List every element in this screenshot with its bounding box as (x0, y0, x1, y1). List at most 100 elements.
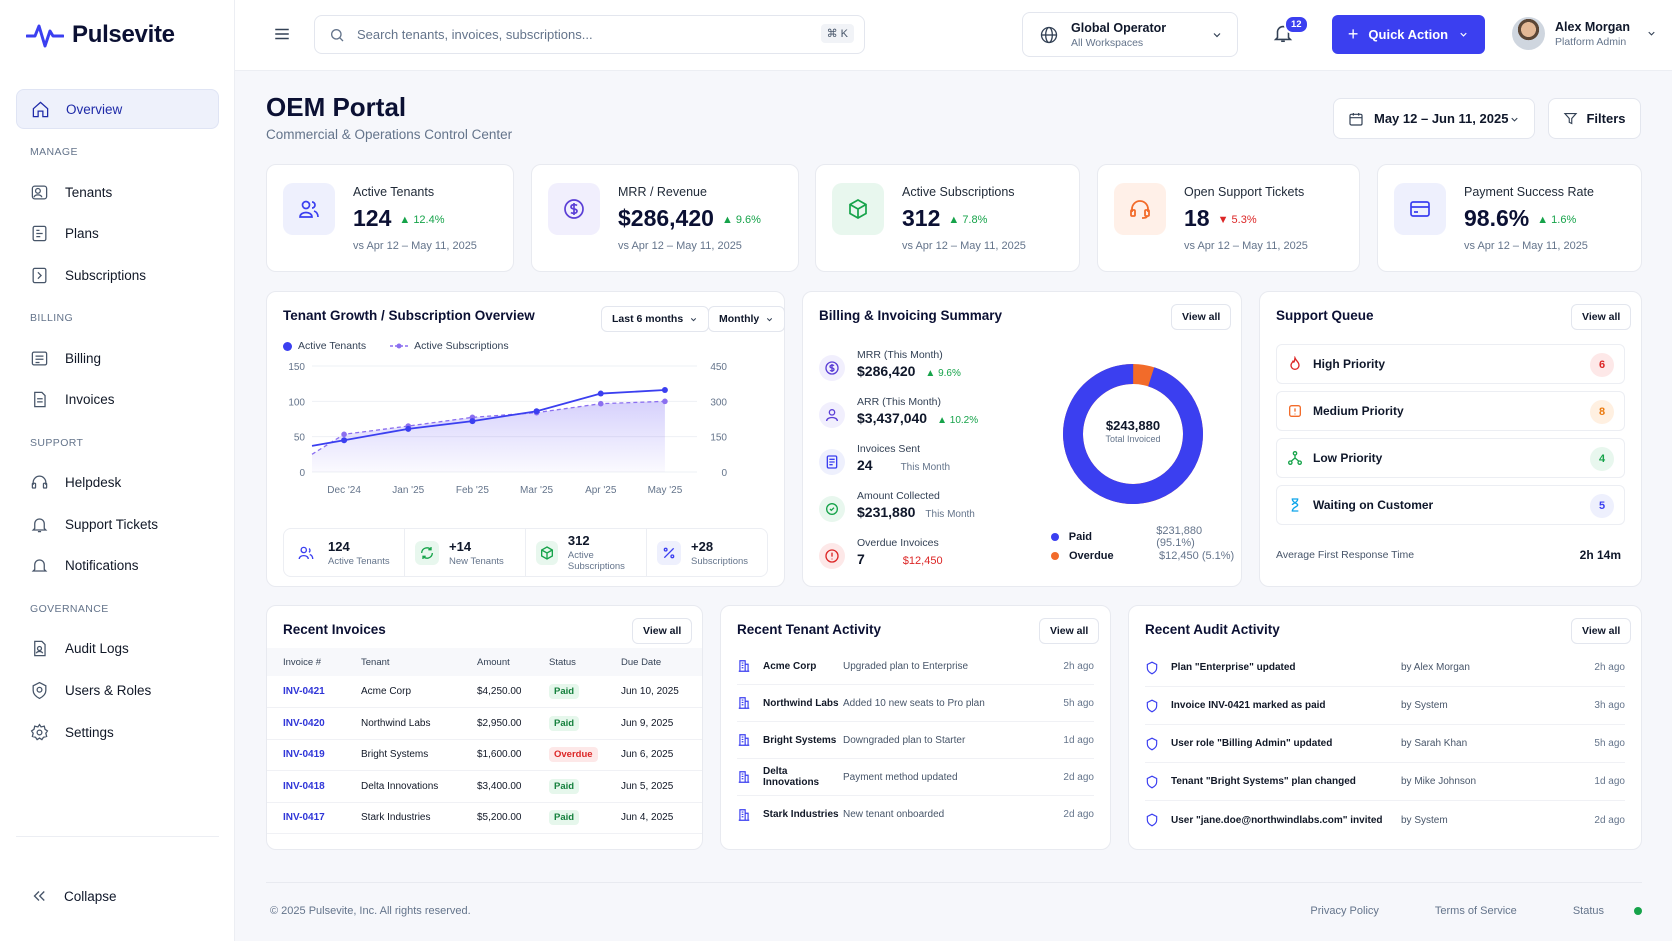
quick-action-button[interactable]: + Quick Action (1332, 15, 1485, 54)
list-item[interactable]: Plan "Enterprise" updated by Alex Morgan… (1145, 649, 1625, 687)
list-item[interactable]: Delta Innovations Payment method updated… (737, 759, 1094, 796)
notifications-button[interactable]: 12 (1272, 15, 1309, 47)
audit-view-all-button[interactable]: View all (1571, 618, 1632, 644)
activity-desc: New tenant onboarded (843, 809, 945, 820)
donut-center: $243,880 Total Invoiced (1061, 418, 1205, 444)
status-link[interactable]: Status (1573, 905, 1642, 917)
table-row[interactable]: INV-0419 Bright Systems $1,600.00 Overdue Ju… (267, 739, 702, 771)
kpi-active-tenants[interactable]: Active Tenants 124 ▲ 12.4% vs Apr 12 – Ma… (266, 164, 514, 272)
filters-button[interactable]: Filters (1548, 98, 1641, 139)
sidebar-item-label: Subscriptions (65, 267, 147, 283)
sidebar-item-notifications[interactable]: Notifications (16, 546, 219, 586)
kpi-value: 98.6% ▲ 1.6% (1464, 205, 1577, 231)
list-item[interactable]: User "jane.doe@northwindlabs.com" invite… (1145, 801, 1625, 839)
sidebar-item-support-tickets[interactable]: Support Tickets (16, 504, 219, 544)
area-subscriptions (312, 401, 665, 472)
invoice-link[interactable]: INV-0418 (267, 770, 345, 803)
kpi-label: Active Tenants (353, 185, 435, 199)
sidebar-item-settings[interactable]: Settings (16, 712, 219, 752)
point-tenants (661, 387, 668, 394)
sidebar-item-users-roles[interactable]: Users & Roles (16, 671, 219, 711)
stat-label: Active Tenants (328, 555, 390, 567)
list-item[interactable]: Stark Industries New tenant onboarded 2d… (737, 796, 1094, 833)
footer: © 2025 Pulsevite, Inc. All rights reserv… (266, 882, 1642, 922)
invoice-link[interactable]: INV-0421 (267, 676, 345, 708)
interval-dropdown[interactable]: Monthly (708, 306, 786, 332)
table-row[interactable]: INV-0420 Northwind Labs $2,950.00 Paid Jun 9… (267, 707, 702, 740)
invoice-link[interactable]: INV-0417 (267, 802, 345, 834)
sidebar-item-overview[interactable]: Overview (16, 89, 219, 129)
collapse-button[interactable]: Collapse (30, 887, 117, 905)
user-menu[interactable]: Alex Morgan Platform Admin (1512, 17, 1657, 50)
logo[interactable]: Pulsevite (26, 20, 175, 50)
activity-time: 2d ago (1063, 771, 1094, 783)
audit-by: by Mike Johnson (1401, 776, 1477, 787)
workspace-selector[interactable]: Global Operator All Workspaces (1022, 12, 1238, 57)
sidebar-item-subscriptions[interactable]: Subscriptions (16, 255, 219, 295)
table-row[interactable]: INV-0421 Acme Corp $4,250.00 Paid Jun 10, 20… (267, 676, 702, 708)
sidebar-item-label: Support Tickets (65, 516, 159, 532)
invoice-link[interactable]: INV-0419 (267, 739, 345, 771)
stat-value: +14 (449, 538, 472, 554)
section-governance: GOVERNANCE (30, 602, 109, 615)
sidebar-item-billing[interactable]: Billing (16, 338, 219, 378)
y-tick-left: 100 (288, 397, 305, 408)
col-tenant: Tenant (345, 648, 461, 676)
billing-label: MRR (This Month) (857, 349, 943, 361)
billing-view-all-button[interactable]: View all (1171, 304, 1232, 330)
kpi-mrr-revenue[interactable]: MRR / Revenue $286,420 ▲ 9.6% vs Apr 12 –… (531, 164, 799, 272)
shield-icon (1146, 775, 1158, 788)
sidebar-item-invoices[interactable]: Invoices (16, 380, 219, 420)
legend-paid: Paid $231,880 (95.1%) (1051, 525, 1241, 549)
chevron-down-icon (1511, 117, 1518, 122)
y-tick-right: 300 (710, 397, 727, 408)
privacy-link[interactable]: Privacy Policy (1310, 905, 1379, 917)
queue-row-waiting[interactable]: Waiting on Customer 5 (1276, 485, 1625, 525)
sidebar-item-audit-logs[interactable]: Audit Logs (16, 629, 219, 669)
kpi-open-support-tickets[interactable]: Open Support Tickets 18 ▼ 5.3% vs Apr 12 … (1097, 164, 1360, 272)
terms-link[interactable]: Terms of Service (1434, 905, 1517, 917)
sidebar-item-helpdesk[interactable]: Helpdesk (16, 463, 219, 503)
menu-toggle-button[interactable] (273, 25, 291, 46)
table-row[interactable]: INV-0417 Stark Industries $5,200.00 Paid Jun… (267, 802, 702, 834)
kpi-active-subscriptions[interactable]: Active Subscriptions 312 ▲ 7.8% vs Apr 12… (815, 164, 1080, 272)
search-input[interactable]: Search tenants, invoices, subscriptions.… (314, 15, 865, 54)
growth-chart: 150 100 50 0 450 300 150 0 Dec '24 Jan '25 Feb '25… (288, 362, 727, 496)
building-icon (738, 771, 750, 783)
support-view-all-button[interactable]: View all (1571, 304, 1632, 330)
invoice-status: Paid (533, 676, 605, 708)
billing-label: Invoices Sent (857, 443, 921, 455)
list-item[interactable]: User role "Billing Admin" updated by Sar… (1145, 725, 1625, 763)
invoices-view-all-button[interactable]: View all (632, 618, 693, 644)
status-indicator (1634, 907, 1642, 915)
invoice-link[interactable]: INV-0420 (267, 707, 345, 740)
stat-value: 124 (328, 538, 350, 554)
list-item[interactable]: Bright Systems Downgraded plan to Starte… (737, 722, 1094, 759)
invoice-due-date: Jun 4, 2025 (605, 802, 702, 834)
status-badge: Paid (549, 715, 580, 731)
billing-row-overdue: Overdue Invoices 7 $12,450 (819, 537, 943, 569)
queue-row-high[interactable]: High Priority 6 (1276, 344, 1625, 384)
kpi-payment-success-rate[interactable]: Payment Success Rate 98.6% ▲ 1.6% vs Apr … (1377, 164, 1642, 272)
table-row[interactable]: INV-0418 Delta Innovations $3,400.00 Paid Ju… (267, 770, 702, 803)
page-subtitle: Commercial & Operations Control Center (266, 127, 513, 142)
queue-row-medium[interactable]: Medium Priority 8 (1276, 391, 1625, 431)
legend-swatch-overdue (1051, 552, 1059, 560)
card-title: Billing & Invoicing Summary (819, 308, 1003, 323)
y-tick-right: 450 (710, 362, 727, 373)
sidebar-item-tenants[interactable]: Tenants (16, 172, 219, 212)
list-item[interactable]: Invoice INV-0421 marked as paid by Syste… (1145, 687, 1625, 725)
range-dropdown[interactable]: Last 6 months (601, 306, 710, 332)
activity-view-all-button[interactable]: View all (1039, 618, 1100, 644)
warning-icon (1289, 405, 1301, 417)
sidebar-item-label: Plans (65, 226, 99, 242)
list-item[interactable]: Northwind Labs Added 10 new seats to Pro… (737, 685, 1094, 722)
list-item[interactable]: Acme Corp Upgraded plan to Enterprise 2h… (737, 648, 1094, 685)
credit-card-icon (1394, 183, 1446, 235)
list-item[interactable]: Tenant "Bright Systems" plan changed by … (1145, 763, 1625, 801)
date-range-picker[interactable]: May 12 – Jun 11, 2025 (1333, 98, 1535, 139)
sidebar-divider (16, 836, 219, 837)
sidebar-item-plans[interactable]: Plans (16, 214, 219, 254)
queue-row-low[interactable]: Low Priority 4 (1276, 438, 1625, 478)
invoice-amount: $2,950.00 (461, 707, 533, 740)
